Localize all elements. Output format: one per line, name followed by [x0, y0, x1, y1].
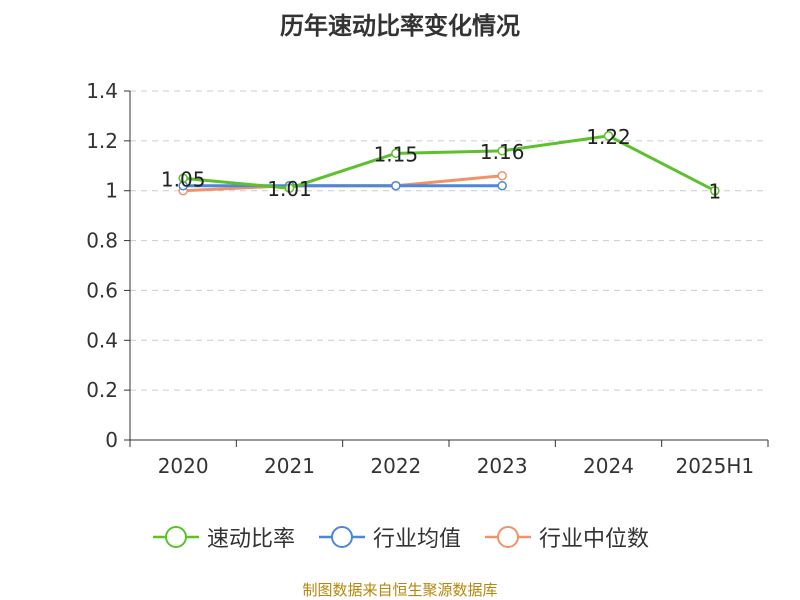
x-tick-label: 2022	[370, 454, 421, 478]
y-tick-label: 0.6	[86, 278, 118, 302]
data-label: 1.05	[161, 167, 206, 191]
data-label: 1.22	[586, 125, 631, 149]
data-source-note: 制图数据来自恒生聚源数据库	[302, 581, 498, 599]
legend-item[interactable]: 速动比率	[151, 521, 295, 553]
data-point	[391, 180, 401, 191]
y-tick-label: 1	[105, 179, 118, 203]
y-tick-label: 0.8	[86, 229, 118, 253]
data-point	[497, 171, 507, 181]
data-point	[178, 173, 188, 183]
legend-label: 行业中位数	[539, 527, 650, 552]
legend-label: 速动比率	[206, 527, 295, 552]
x-tick-label: 2020	[158, 454, 209, 478]
data-point	[497, 180, 507, 191]
data-label: 1.15	[374, 142, 419, 166]
data-label: 1.01	[267, 177, 312, 201]
x-tick-label: 2025H1	[675, 454, 754, 478]
data-point	[497, 146, 507, 156]
x-tick-label: 2024	[583, 454, 634, 478]
chart-legend: 速动比率 行业均值 行业中位数	[0, 520, 800, 554]
data-label: 1.16	[480, 140, 525, 164]
y-tick-label: 0	[105, 428, 118, 452]
legend-label: 行业均值	[372, 527, 461, 552]
y-tick-label: 0.2	[86, 378, 118, 402]
legend-line-circle-icon	[152, 526, 199, 548]
legend-line-circle-icon	[318, 526, 365, 548]
legend-line-circle-icon	[485, 526, 531, 548]
data-point	[391, 148, 401, 159]
data-point	[284, 183, 295, 193]
legend-item[interactable]: 行业均值	[317, 521, 461, 553]
series-line-1	[183, 134, 716, 193]
data-point	[603, 131, 614, 141]
legend-item[interactable]: 行业中位数	[483, 521, 649, 553]
x-tick-label: 2023	[477, 454, 528, 478]
y-tick-label: 1.4	[86, 79, 118, 103]
x-tick-label: 2021	[264, 454, 315, 478]
data-label: 1	[708, 180, 721, 204]
chart-title: 历年速动比率变化情况	[280, 12, 520, 40]
data-point	[710, 185, 720, 196]
y-tick-label: 0.4	[86, 328, 118, 352]
y-tick-label: 1.2	[86, 129, 118, 153]
